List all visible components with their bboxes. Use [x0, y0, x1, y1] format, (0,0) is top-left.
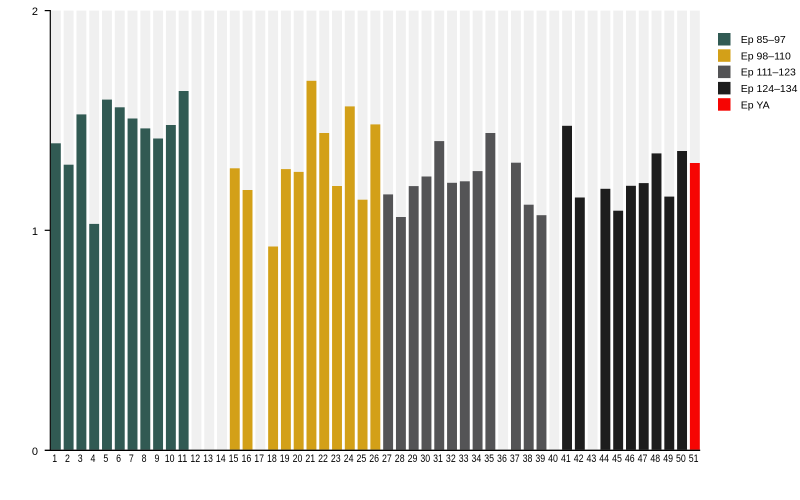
svg-text:41: 41 [561, 453, 571, 465]
svg-text:30: 30 [420, 453, 430, 465]
svg-text:49: 49 [663, 453, 673, 465]
svg-text:18: 18 [267, 453, 277, 465]
svg-text:43: 43 [587, 453, 597, 465]
svg-text:Ep 124–134: Ep 124–134 [741, 83, 798, 95]
svg-text:29: 29 [408, 453, 418, 465]
svg-text:34: 34 [471, 453, 481, 465]
svg-text:47: 47 [638, 453, 648, 465]
svg-text:11: 11 [178, 453, 188, 465]
svg-text:35: 35 [484, 453, 494, 465]
svg-text:46: 46 [625, 453, 635, 465]
svg-text:28: 28 [395, 453, 405, 465]
svg-text:32: 32 [446, 453, 456, 465]
svg-text:37: 37 [510, 453, 520, 465]
svg-text:Ep 111–123: Ep 111–123 [741, 67, 796, 79]
svg-text:6: 6 [116, 453, 121, 465]
svg-text:25: 25 [356, 453, 366, 465]
svg-text:4: 4 [91, 453, 96, 465]
svg-text:26: 26 [369, 453, 379, 465]
svg-text:42: 42 [574, 453, 584, 465]
svg-text:48: 48 [650, 453, 660, 465]
svg-text:50: 50 [676, 453, 686, 465]
svg-text:24: 24 [344, 453, 354, 465]
svg-text:2: 2 [65, 453, 70, 465]
svg-text:Ep 85–97: Ep 85–97 [741, 34, 786, 46]
svg-text:23: 23 [331, 453, 341, 465]
svg-text:2: 2 [32, 6, 38, 18]
svg-text:10: 10 [165, 453, 175, 465]
svg-text:0: 0 [32, 446, 38, 458]
svg-text:9: 9 [154, 453, 159, 465]
svg-text:36: 36 [497, 453, 507, 465]
svg-text:3: 3 [78, 453, 83, 465]
svg-text:27: 27 [382, 453, 392, 465]
svg-text:8: 8 [142, 453, 147, 465]
svg-text:19: 19 [280, 453, 290, 465]
svg-text:21: 21 [305, 453, 315, 465]
svg-text:14: 14 [216, 453, 226, 465]
svg-text:22: 22 [318, 453, 328, 465]
svg-text:33: 33 [459, 453, 469, 465]
svg-text:7: 7 [129, 453, 134, 465]
svg-text:16: 16 [241, 453, 251, 465]
svg-text:13: 13 [203, 453, 213, 465]
svg-text:38: 38 [523, 453, 533, 465]
svg-text:Ep 98–110: Ep 98–110 [741, 50, 791, 62]
svg-text:Ep YA: Ep YA [741, 99, 770, 111]
svg-text:31: 31 [433, 453, 443, 465]
svg-text:5: 5 [103, 453, 108, 465]
svg-text:12: 12 [190, 453, 200, 465]
svg-text:1: 1 [52, 453, 57, 465]
svg-text:44: 44 [599, 453, 609, 465]
svg-text:1: 1 [32, 226, 38, 238]
svg-text:15: 15 [229, 453, 239, 465]
svg-text:40: 40 [548, 453, 558, 465]
svg-text:45: 45 [612, 453, 622, 465]
svg-text:39: 39 [535, 453, 545, 465]
svg-text:51: 51 [689, 453, 699, 465]
svg-text:20: 20 [293, 453, 303, 465]
svg-text:17: 17 [254, 453, 264, 465]
